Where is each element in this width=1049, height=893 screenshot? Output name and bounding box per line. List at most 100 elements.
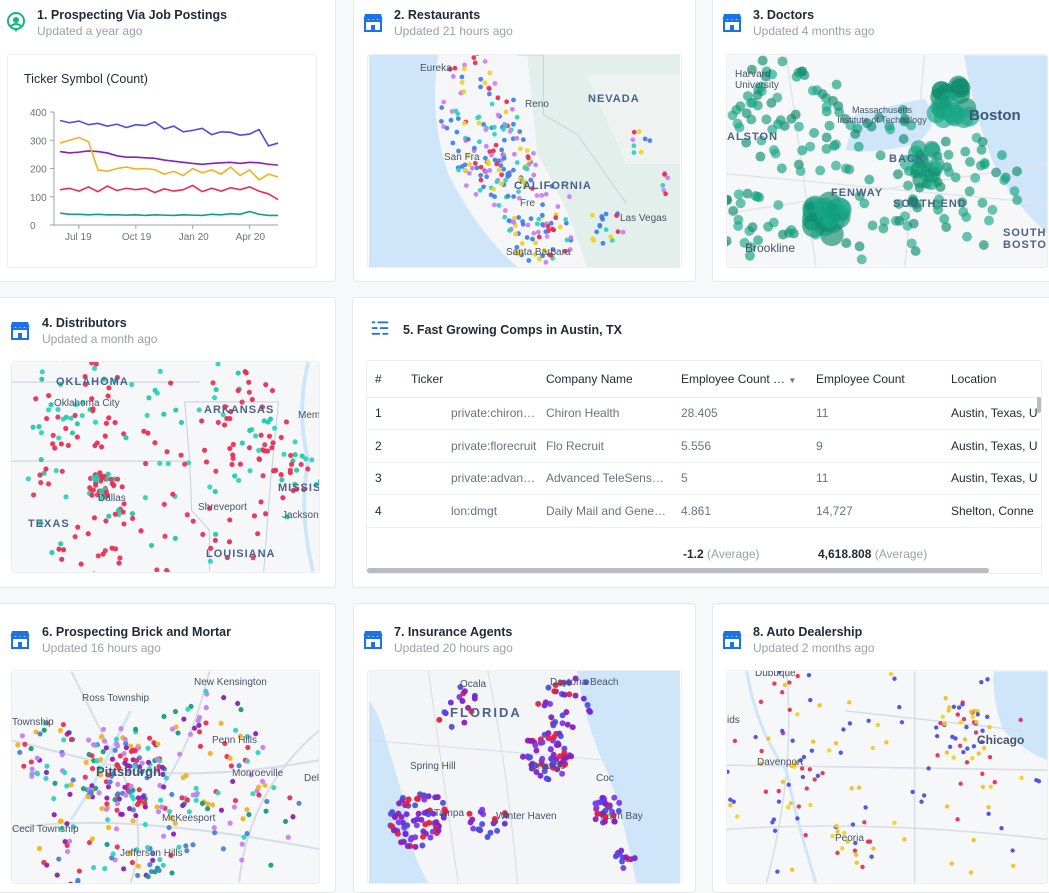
map-point bbox=[412, 802, 418, 808]
table-cell: 9 bbox=[808, 430, 943, 463]
map-point bbox=[892, 677, 896, 681]
map-point bbox=[822, 133, 832, 143]
map-point bbox=[1019, 776, 1023, 780]
map-point bbox=[37, 472, 42, 477]
map-point bbox=[185, 707, 190, 712]
card-updated: Updated 2 months ago bbox=[753, 641, 874, 655]
map-point bbox=[632, 150, 637, 155]
map-point bbox=[213, 538, 218, 543]
map-point bbox=[805, 786, 809, 790]
map-point bbox=[945, 804, 949, 808]
map-brick[interactable]: New Kensington Ross Township Township Pe… bbox=[11, 670, 320, 884]
map-point bbox=[876, 150, 886, 160]
map-point bbox=[960, 702, 964, 706]
map-point bbox=[863, 805, 867, 809]
card-title[interactable]: 7. Insurance Agents bbox=[394, 625, 512, 639]
map-point bbox=[253, 433, 258, 438]
map-point bbox=[502, 138, 507, 143]
map-point bbox=[536, 217, 541, 222]
card-title[interactable]: 3. Doctors bbox=[753, 8, 814, 22]
map-restaurants[interactable]: Eureka Reno NEVADA San Fra CALIFORNIA Fr… bbox=[367, 54, 682, 268]
table-cell: 5.556 bbox=[673, 430, 808, 463]
map-point bbox=[222, 422, 227, 427]
vertical-scrollbar[interactable] bbox=[1037, 397, 1041, 413]
map-point bbox=[227, 517, 232, 522]
y-tick-label: 200 bbox=[30, 165, 47, 176]
storefront-icon bbox=[362, 628, 384, 650]
column-header-sorted[interactable]: Employee Count … ▼ bbox=[673, 361, 808, 397]
card-title[interactable]: 1. Prospecting Via Job Postings bbox=[37, 8, 227, 22]
map-point bbox=[420, 834, 426, 840]
map-point bbox=[964, 725, 968, 729]
map-point bbox=[553, 215, 558, 220]
map-point bbox=[944, 105, 964, 125]
map-point bbox=[504, 99, 509, 104]
card-restaurants[interactable]: 2. Restaurants Updated 21 hours ago Eure… bbox=[353, 0, 696, 282]
map-distributors[interactable]: OKLAHOMA Oklahoma City ARKANSAS Memphis … bbox=[11, 361, 320, 573]
horizontal-scrollbar[interactable] bbox=[367, 568, 989, 573]
map-point bbox=[974, 720, 978, 724]
column-header[interactable]: Ticker bbox=[403, 361, 538, 397]
card-doctors[interactable]: 3. Doctors Updated 4 months ago Harvard … bbox=[712, 0, 1049, 282]
map-point bbox=[479, 165, 484, 170]
card-distributors[interactable]: 4. Distributors Updated a month ago OKLA… bbox=[0, 297, 336, 588]
column-header[interactable]: # bbox=[367, 361, 403, 397]
map-label: Chicago bbox=[977, 733, 1024, 747]
map-point bbox=[748, 222, 758, 232]
map-point bbox=[59, 441, 64, 446]
map-point bbox=[772, 93, 782, 103]
map-point bbox=[92, 366, 97, 371]
column-header[interactable]: Employee Count bbox=[808, 361, 943, 397]
card-insurance-agents[interactable]: 7. Insurance Agents Updated 20 hours ago… bbox=[353, 603, 696, 893]
map-point bbox=[581, 696, 587, 702]
map-point bbox=[440, 800, 446, 806]
map-point bbox=[216, 420, 221, 425]
map-point bbox=[997, 150, 1007, 160]
map-point bbox=[305, 466, 310, 471]
map-point bbox=[236, 370, 241, 375]
map-point bbox=[1010, 186, 1020, 196]
map-point bbox=[558, 733, 564, 739]
card-title[interactable]: 4. Distributors bbox=[42, 316, 127, 330]
map-doctors[interactable]: Harvard University Massachusetts Institu… bbox=[726, 54, 1048, 268]
map-point bbox=[540, 213, 545, 218]
card-title[interactable]: 2. Restaurants bbox=[394, 8, 480, 22]
map-point bbox=[22, 742, 27, 747]
card-job-postings[interactable]: 1. Prospecting Via Job Postings Updated … bbox=[0, 0, 336, 282]
card-title[interactable]: 6. Prospecting Brick and Mortar bbox=[42, 625, 231, 639]
map-point bbox=[190, 842, 195, 847]
map-point bbox=[158, 369, 163, 374]
map-point bbox=[435, 794, 441, 800]
card-title[interactable]: 5. Fast Growing Comps in Austin, TX bbox=[403, 323, 622, 337]
map-point bbox=[245, 759, 250, 764]
map-point bbox=[893, 169, 903, 179]
card-fast-growing-comps[interactable]: 5. Fast Growing Comps in Austin, TX # Ti… bbox=[352, 297, 1049, 588]
map-point bbox=[862, 820, 866, 824]
map-point bbox=[518, 146, 523, 151]
map-point bbox=[436, 717, 442, 723]
map-point bbox=[37, 731, 42, 736]
column-header[interactable]: Company Name bbox=[538, 361, 673, 397]
card-auto-dealership[interactable]: 8. Auto Dealership Updated 2 months ago … bbox=[712, 603, 1049, 893]
map-point bbox=[989, 785, 993, 789]
map-point bbox=[36, 424, 41, 429]
x-tick-label: Apr 20 bbox=[236, 232, 266, 243]
map-point bbox=[445, 126, 450, 131]
card-brick-and-mortar[interactable]: 6. Prospecting Brick and Mortar Updated … bbox=[0, 603, 336, 893]
column-header[interactable]: Location bbox=[943, 361, 1042, 397]
map-point bbox=[520, 219, 525, 224]
map-point bbox=[662, 172, 667, 177]
card-title[interactable]: 8. Auto Dealership bbox=[753, 625, 862, 639]
map-insurance[interactable]: Ocala Daytona Beach FLORIDA Spring Hill … bbox=[367, 670, 682, 884]
map-point bbox=[116, 508, 121, 513]
map-point bbox=[411, 818, 417, 824]
map-point bbox=[157, 868, 162, 873]
map-point bbox=[880, 217, 890, 227]
table-container[interactable]: # Ticker Company Name Employee Count … ▼… bbox=[366, 360, 1042, 574]
map-auto[interactable]: Dubuque ids Davenport Chicago Peoria bbox=[726, 670, 1048, 884]
